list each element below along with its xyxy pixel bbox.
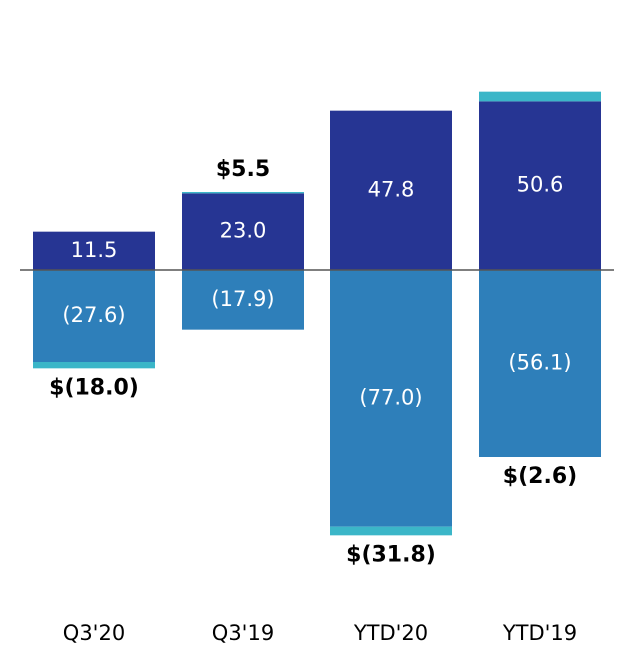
segment-label: 50.6 [517, 173, 564, 197]
segment-label: 23.0 [220, 219, 267, 243]
x-tick-label: YTD'19 [502, 621, 577, 645]
bar-segment [182, 193, 304, 270]
segment-label: 11.5 [71, 238, 118, 262]
bar-segment [33, 270, 155, 362]
total-label: $(31.8) [346, 542, 436, 567]
segment-label: (77.0) [359, 385, 422, 409]
bar-segment [182, 270, 304, 330]
bar-segment [479, 270, 601, 457]
segment-label: (56.1) [508, 351, 571, 375]
x-tick-label: Q3'19 [212, 621, 274, 645]
segment-label: 47.8 [368, 177, 415, 201]
bar-segment [479, 91, 601, 102]
bar-segment [330, 526, 452, 536]
total-label: $(2.6) [503, 464, 577, 489]
segment-label: (27.6) [62, 303, 125, 327]
bar-segment [330, 270, 452, 527]
bar-segment [33, 231, 155, 270]
bar-segment [182, 192, 304, 194]
total-label: $5.5 [216, 157, 270, 182]
bar-segment [330, 110, 452, 271]
bar-segment [479, 101, 601, 270]
segment-label: (17.9) [211, 287, 274, 311]
x-tick-label: YTD'20 [353, 621, 428, 645]
bar-segment [33, 362, 155, 369]
total-label: $(18.0) [49, 375, 139, 400]
x-tick-label: Q3'20 [63, 621, 125, 645]
